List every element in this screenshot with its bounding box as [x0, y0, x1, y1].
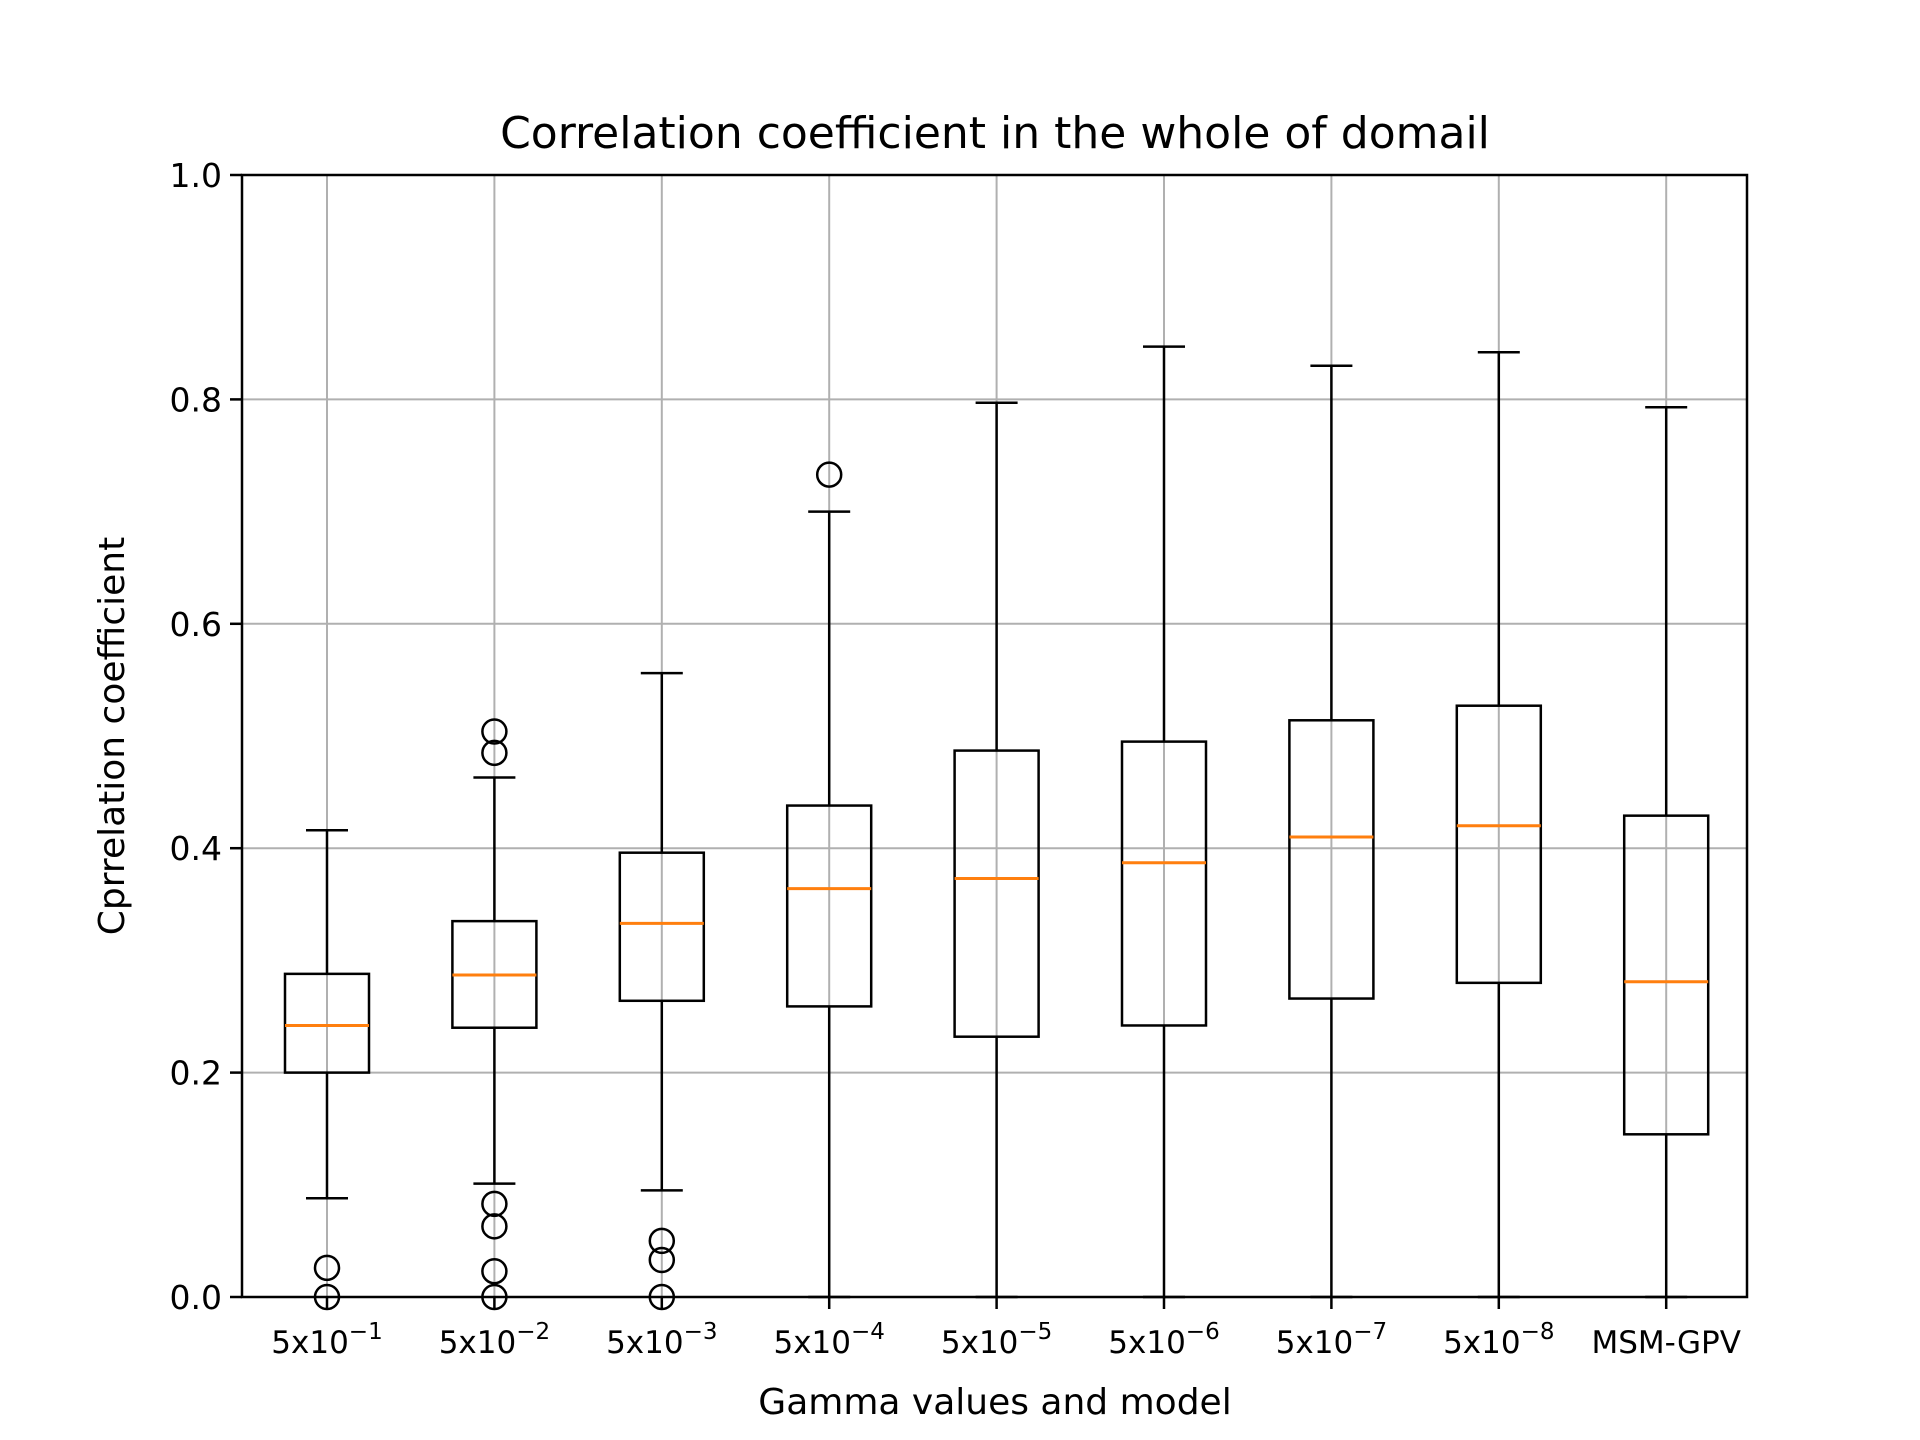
- y-tick-label: 0.0: [170, 1278, 222, 1317]
- x-tick-label: 5x10−2: [439, 1319, 550, 1361]
- iqr-box: [1288, 719, 1375, 1000]
- x-tick-label: MSM-GPV: [1591, 1325, 1740, 1361]
- outlier-point: [481, 1190, 508, 1218]
- box-2: [451, 718, 538, 1311]
- y-tick-label: 1.0: [170, 156, 222, 195]
- x-tick-label: 5x10−1: [271, 1319, 382, 1361]
- box-5: [953, 401, 1040, 1299]
- x-tick-label: 5x10−8: [1443, 1319, 1554, 1361]
- plot-frame: [240, 173, 1749, 1299]
- iqr-box: [1622, 814, 1710, 1136]
- iqr-box: [1120, 740, 1208, 1027]
- y-tick-label: 0.6: [170, 605, 222, 644]
- box-4: [785, 461, 873, 1299]
- outlier-point: [481, 739, 508, 767]
- iqr-box: [283, 972, 371, 1074]
- x-tick-label: 5x10−3: [606, 1319, 717, 1361]
- x-axis-ticks: 5x10−1 5x10−2 5x10−3 5x10−4 5x10−5 5x10−6 5x10…: [271, 1297, 1741, 1361]
- box-3: [618, 671, 706, 1311]
- outlier-point: [648, 1246, 676, 1274]
- y-axis-ticks: 0.0 0.2 0.4 0.6 0.8 1.0: [170, 156, 242, 1317]
- x-tick-label: 5x10−4: [773, 1319, 884, 1361]
- outlier-point: [481, 1213, 508, 1240]
- x-axis-label: Gamma values and model: [758, 1382, 1231, 1423]
- box-8: [1455, 351, 1543, 1299]
- grid-lines: [242, 174, 1747, 1298]
- iqr-box: [1455, 704, 1543, 985]
- outlier-point: [481, 718, 508, 745]
- iqr-box: [785, 804, 873, 1008]
- y-axis-label: Cprrelation coefficient: [92, 537, 133, 935]
- chart-title: Correlation coefficient in the whole of …: [500, 108, 1490, 159]
- outlier-point: [313, 1254, 341, 1282]
- iqr-box: [618, 851, 706, 1003]
- box-7: [1288, 364, 1375, 1299]
- outlier-point: [815, 461, 843, 488]
- y-tick-label: 0.4: [170, 829, 222, 868]
- outlier-point: [481, 1257, 508, 1285]
- y-tick-label: 0.8: [170, 380, 222, 419]
- x-tick-label: 5x10−7: [1276, 1319, 1387, 1361]
- outlier-point: [648, 1227, 676, 1255]
- x-tick-label: 5x10−5: [941, 1319, 1052, 1361]
- x-tick-label: 5x10−6: [1108, 1319, 1219, 1361]
- iqr-box: [953, 749, 1040, 1038]
- y-tick-label: 0.2: [170, 1054, 222, 1093]
